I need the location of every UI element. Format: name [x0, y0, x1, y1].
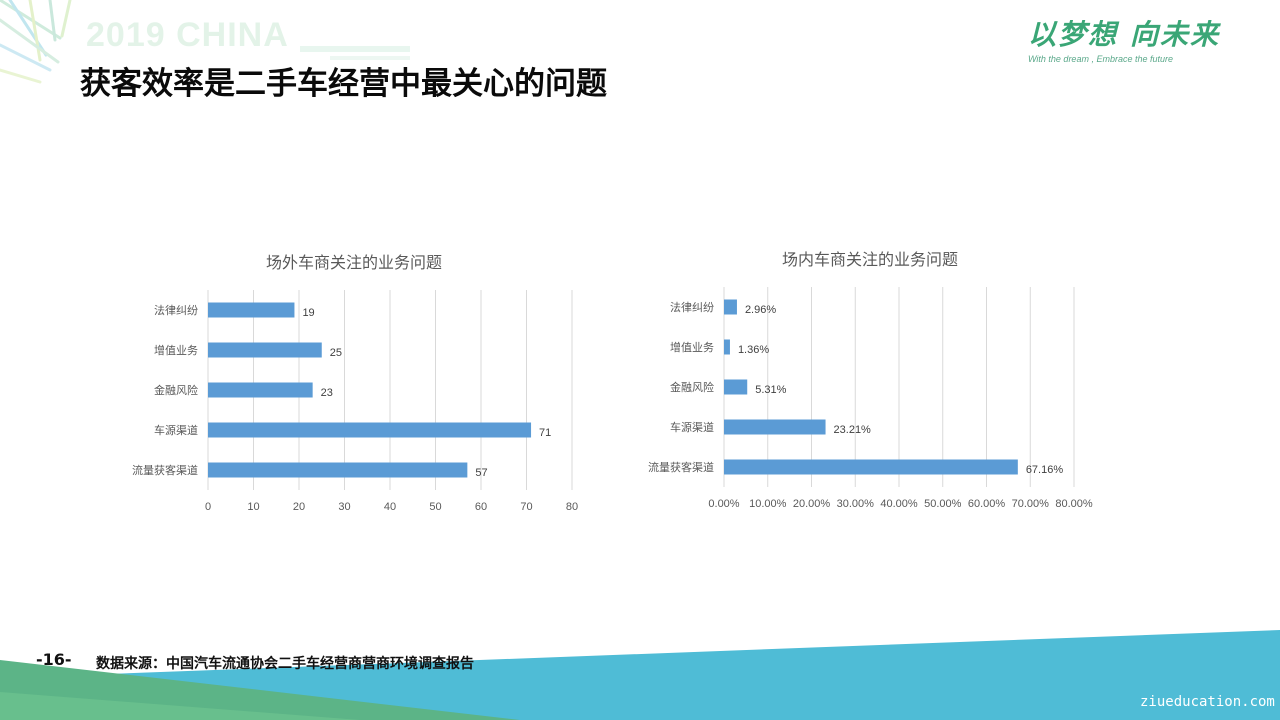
- x-tick-label: 0.00%: [708, 498, 739, 510]
- bar: [208, 302, 295, 318]
- decorative-footer-band: [0, 630, 1280, 720]
- bar: [208, 422, 532, 438]
- chart-onsite-dealers: 场内车商关注的业务问题 0.00% 10.00% 20.00% 30.00% 40.00%…: [620, 242, 1120, 527]
- chart-title: 场内车商关注的业务问题: [782, 250, 958, 269]
- slide-title: 获客效率是二手车经营中最关心的问题: [80, 66, 607, 102]
- x-tick-label: 70.00%: [1012, 498, 1050, 510]
- x-tick-label: 50: [429, 501, 441, 513]
- chart-offsite-dealers: 场外车商关注的业务问题 0 10 20 30 40 50 60 70 80 法律纠纷 19 增值业务 25…: [110, 245, 610, 530]
- x-tick-label: 50.00%: [924, 498, 962, 510]
- chart-svg: 场外车商关注的业务问题 0 10 20 30 40 50 60 70 80 法律纠纷 19 增值业务 25…: [132, 253, 578, 513]
- brand-logo: 以梦想 向未来 With the dream , Embrace the futu…: [1028, 18, 1258, 78]
- x-tick-label: 30.00%: [837, 498, 875, 510]
- category-label: 金融风险: [670, 380, 714, 394]
- chart-svg: 场内车商关注的业务问题 0.00% 10.00% 20.00% 30.00% 40.00%…: [648, 250, 1093, 510]
- x-tick-label: 80: [566, 501, 578, 513]
- category-label: 金融风险: [154, 383, 198, 397]
- bar: [724, 299, 737, 315]
- data-label: 2.96%: [745, 304, 776, 316]
- data-label: 1.36%: [738, 344, 769, 356]
- bar: [208, 382, 313, 398]
- source-note: 数据来源：中国汽车流通协会二手车经营商营商环境调查报告: [96, 656, 474, 672]
- bar: [208, 342, 322, 358]
- category-label: 法律纠纷: [670, 300, 714, 314]
- x-tick-label: 10.00%: [749, 498, 787, 510]
- logo-slogan-left: 以梦想: [1028, 18, 1119, 51]
- x-tick-label: 0: [205, 501, 211, 513]
- x-tick-label: 60.00%: [968, 498, 1006, 510]
- decorative-burst: [0, 0, 410, 84]
- data-label: 23.21%: [834, 424, 872, 436]
- data-label: 71: [539, 427, 551, 439]
- category-label: 车源渠道: [154, 423, 198, 437]
- x-tick-label: 40: [384, 501, 396, 513]
- bar: [724, 339, 730, 355]
- x-tick-label: 70: [520, 501, 532, 513]
- x-tick-label: 10: [247, 501, 259, 513]
- logo-slogan-right: 向未来: [1130, 18, 1221, 51]
- bar: [724, 379, 748, 395]
- chart-title: 场外车商关注的业务问题: [266, 253, 442, 272]
- event-watermark: 2019 CHINA: [86, 16, 289, 54]
- x-tick-label: 30: [338, 501, 350, 513]
- data-label: 57: [475, 467, 487, 479]
- site-watermark: ziueducation.com: [1140, 694, 1275, 710]
- data-label: 67.16%: [1026, 464, 1064, 476]
- category-label: 增值业务: [670, 340, 714, 354]
- data-label: 19: [302, 307, 314, 319]
- x-tick-label: 40.00%: [880, 498, 918, 510]
- logo-tagline-text: With the dream , Embrace the future: [1028, 54, 1173, 64]
- category-label: 法律纠纷: [154, 303, 198, 317]
- logo-slogan: 以梦想 向未来: [1028, 18, 1258, 52]
- bar: [724, 419, 826, 435]
- x-tick-label: 20.00%: [793, 498, 831, 510]
- category-label: 流量获客渠道: [648, 460, 714, 474]
- bar: [208, 462, 468, 478]
- bar: [724, 459, 1018, 475]
- category-label: 增值业务: [154, 343, 198, 357]
- x-tick-label: 80.00%: [1055, 498, 1093, 510]
- page-number: -16-: [36, 650, 72, 669]
- x-tick-label: 20: [293, 501, 305, 513]
- data-label: 25: [330, 347, 342, 359]
- category-label: 流量获客渠道: [132, 463, 198, 477]
- data-label: 5.31%: [755, 384, 786, 396]
- logo-tagline: With the dream , Embrace the future: [1028, 54, 1258, 64]
- category-label: 车源渠道: [670, 420, 714, 434]
- data-label: 23: [321, 387, 333, 399]
- x-tick-label: 60: [475, 501, 487, 513]
